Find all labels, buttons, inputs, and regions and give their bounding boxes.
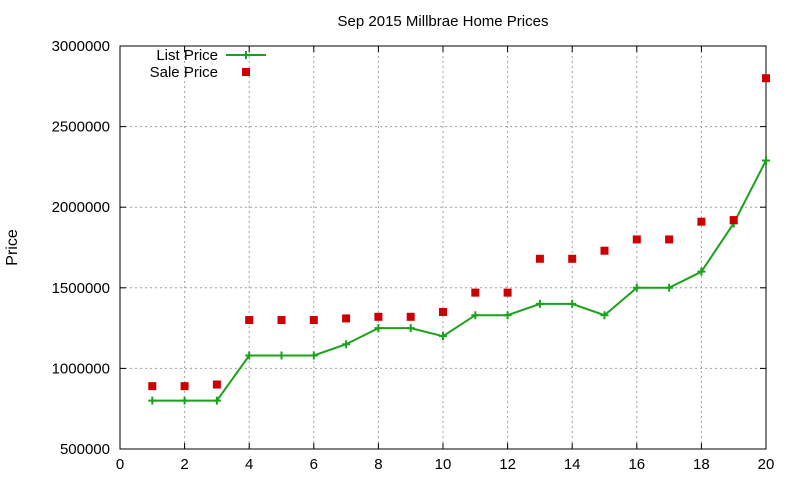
- sale-price-point: [342, 314, 351, 323]
- sale-price-point: [245, 316, 254, 325]
- x-tick-label: 14: [564, 456, 581, 473]
- list-price-point: [535, 299, 544, 308]
- x-tick-label: 0: [116, 456, 124, 473]
- list-price-line: [152, 159, 767, 402]
- list-price-point: [245, 351, 254, 360]
- list-price-point: [568, 299, 577, 308]
- sale-price-point: [212, 380, 221, 389]
- y-tick-label: 2000000: [52, 199, 110, 216]
- sale-price-point: [535, 254, 544, 263]
- y-tick-label: 500000: [60, 441, 110, 458]
- list-price-point: [180, 396, 189, 405]
- x-tick-label: 12: [499, 456, 516, 473]
- list-price-point: [503, 311, 512, 320]
- series-sale-price: [148, 74, 770, 391]
- list-price-point: [342, 340, 351, 349]
- x-tick-label: 20: [758, 456, 775, 473]
- sale-price-point: [471, 288, 480, 297]
- sale-price-point: [277, 316, 286, 325]
- list-price-point: [471, 311, 480, 320]
- sale-price-point: [697, 217, 706, 226]
- sale-price-point: [374, 312, 383, 321]
- sale-price-point: [568, 254, 577, 263]
- y-tick-label: 1500000: [52, 280, 110, 297]
- x-tick-label: 8: [374, 456, 382, 473]
- series-layer: [148, 74, 770, 405]
- sale-price-point: [439, 307, 447, 316]
- legend-marker-sale-price: [242, 68, 250, 76]
- y-tick-label: 3000000: [52, 38, 110, 55]
- list-price-point: [406, 324, 415, 333]
- legend-marker-list-price: [242, 51, 250, 59]
- legend-label-sale-price: Sale Price: [150, 64, 218, 81]
- sale-price-point: [406, 312, 415, 321]
- y-tick-label: 1000000: [52, 360, 110, 377]
- sale-price-point: [632, 235, 641, 244]
- x-tick-label: 18: [693, 456, 710, 473]
- list-price-point: [439, 332, 447, 341]
- list-price-point: [632, 283, 641, 292]
- x-tick-label: 4: [245, 456, 253, 473]
- y-tick-label: 2500000: [52, 119, 110, 136]
- x-tick-label: 2: [180, 456, 188, 473]
- sale-price-point: [762, 74, 770, 83]
- list-price-point: [665, 283, 674, 292]
- sale-price-point: [180, 382, 189, 391]
- sale-price-point: [148, 382, 157, 391]
- sale-price-point: [600, 246, 609, 255]
- list-price-point: [762, 156, 770, 165]
- list-price-point: [697, 267, 706, 276]
- list-price-point: [374, 324, 383, 333]
- series-list-price: [148, 156, 770, 405]
- sale-price-point: [309, 316, 318, 325]
- y-axis-label: Price: [4, 229, 21, 266]
- sale-price-point: [729, 216, 738, 225]
- list-price-point: [148, 396, 157, 405]
- legend-label-list-price: List Price: [156, 47, 218, 64]
- list-price-point: [600, 311, 609, 320]
- x-tick-label: 16: [628, 456, 645, 473]
- axis-ticks: 0 2 4 6 8 10 12 14 16 18 20 500000 1000000 1500000 200…: [52, 38, 775, 473]
- x-tick-label: 10: [435, 456, 452, 473]
- list-price-point: [212, 396, 221, 405]
- sale-price-point: [503, 288, 512, 297]
- grid: [120, 46, 766, 449]
- chart-title: Sep 2015 Millbrae Home Prices: [338, 13, 549, 30]
- list-price-point: [277, 351, 286, 360]
- sale-price-point: [665, 235, 674, 244]
- x-tick-label: 6: [310, 456, 318, 473]
- list-price-point: [309, 351, 318, 360]
